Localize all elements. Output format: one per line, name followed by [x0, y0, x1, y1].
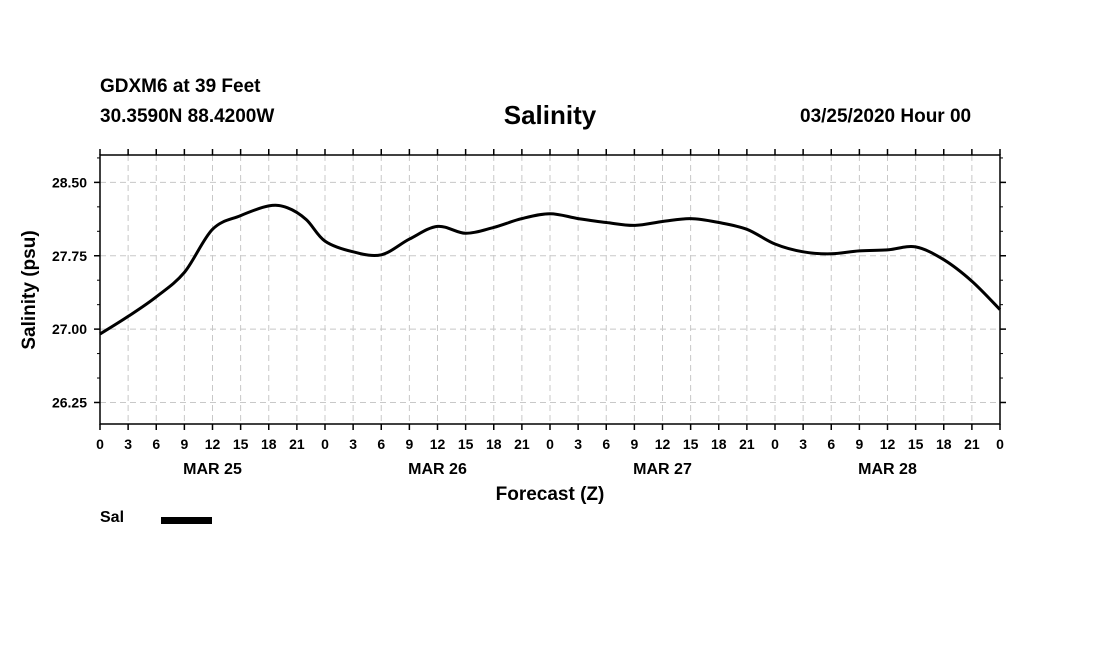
- x-tick-label: 3: [799, 436, 807, 452]
- chart-title: Salinity: [503, 100, 597, 130]
- x-tick-label: 15: [683, 436, 699, 452]
- legend-label: Sal: [100, 509, 125, 526]
- x-tick-label: 3: [574, 436, 582, 452]
- x-tick-label: 12: [655, 436, 671, 452]
- x-tick-label: 9: [630, 436, 638, 452]
- x-tick-label: 18: [486, 436, 502, 452]
- x-tick-label: 3: [349, 436, 357, 452]
- x-tick-label: 21: [739, 436, 755, 452]
- x-axis-label: Forecast (Z): [496, 484, 605, 505]
- x-tick-label: 12: [205, 436, 221, 452]
- x-tick-label: 15: [908, 436, 924, 452]
- x-tick-label: 6: [827, 436, 835, 452]
- station-label: GDXM6 at 39 Feet: [100, 76, 261, 97]
- day-label: MAR 28: [858, 461, 917, 478]
- y-axis-label: Salinity (psu): [19, 230, 40, 349]
- legend-swatch: [161, 517, 212, 524]
- series-line-sal: [99, 203, 1002, 336]
- day-label: MAR 26: [408, 461, 467, 478]
- x-tick-label: 12: [880, 436, 896, 452]
- y-tick-label: 28.50: [52, 174, 87, 190]
- x-tick-label: 21: [964, 436, 980, 452]
- x-tick-label: 3: [124, 436, 132, 452]
- y-tick-label: 27.75: [52, 248, 87, 264]
- x-tick-label: 0: [771, 436, 779, 452]
- run-time-label: 03/25/2020 Hour 00: [800, 106, 972, 127]
- y-tick-label: 27.00: [52, 321, 87, 337]
- x-tick-label: 6: [377, 436, 385, 452]
- x-tick-label: 6: [602, 436, 610, 452]
- x-tick-label: 15: [458, 436, 474, 452]
- x-tick-label: 0: [321, 436, 329, 452]
- x-tick-label: 18: [936, 436, 952, 452]
- x-tick-label: 0: [546, 436, 554, 452]
- day-label: MAR 25: [183, 461, 242, 478]
- x-tick-label: 9: [180, 436, 188, 452]
- day-label: MAR 27: [633, 461, 692, 478]
- x-tick-label: 0: [96, 436, 104, 452]
- x-tick-label: 9: [405, 436, 413, 452]
- x-tick-label: 18: [261, 436, 277, 452]
- x-tick-label: 6: [152, 436, 160, 452]
- x-tick-label: 21: [289, 436, 305, 452]
- x-tick-label: 21: [514, 436, 530, 452]
- plot-frame: [99, 154, 1001, 425]
- y-tick-label: 26.25: [52, 394, 87, 410]
- x-tick-label: 9: [855, 436, 863, 452]
- coordinates-label: 30.3590N 88.4200W: [100, 106, 275, 127]
- x-tick-label: 15: [233, 436, 249, 452]
- x-tick-label: 18: [711, 436, 727, 452]
- x-tick-label: 0: [996, 436, 1004, 452]
- x-tick-label: 12: [430, 436, 446, 452]
